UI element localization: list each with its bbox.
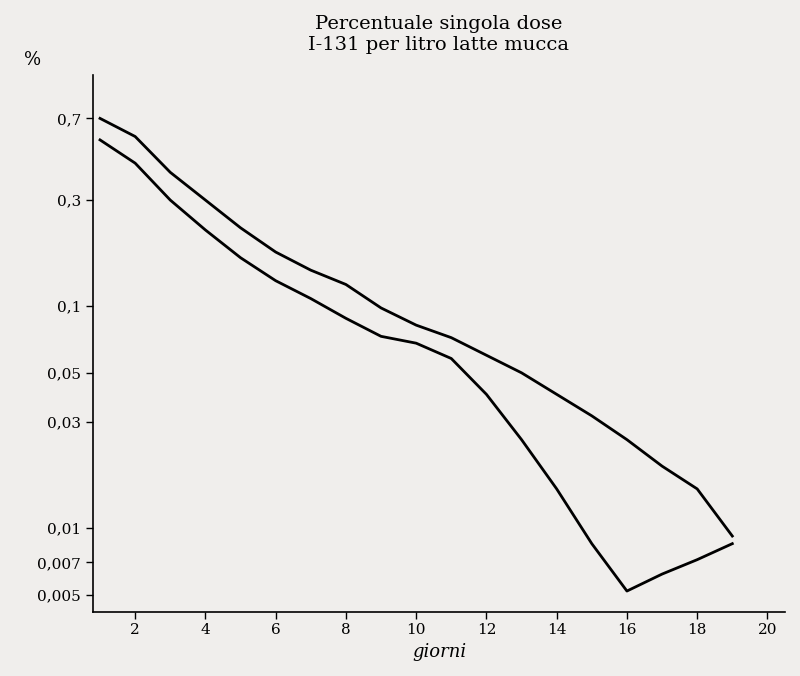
- Text: %: %: [24, 51, 41, 70]
- X-axis label: giorni: giorni: [412, 643, 466, 661]
- Title: Percentuale singola dose
I-131 per litro latte mucca: Percentuale singola dose I-131 per litro…: [309, 15, 570, 54]
